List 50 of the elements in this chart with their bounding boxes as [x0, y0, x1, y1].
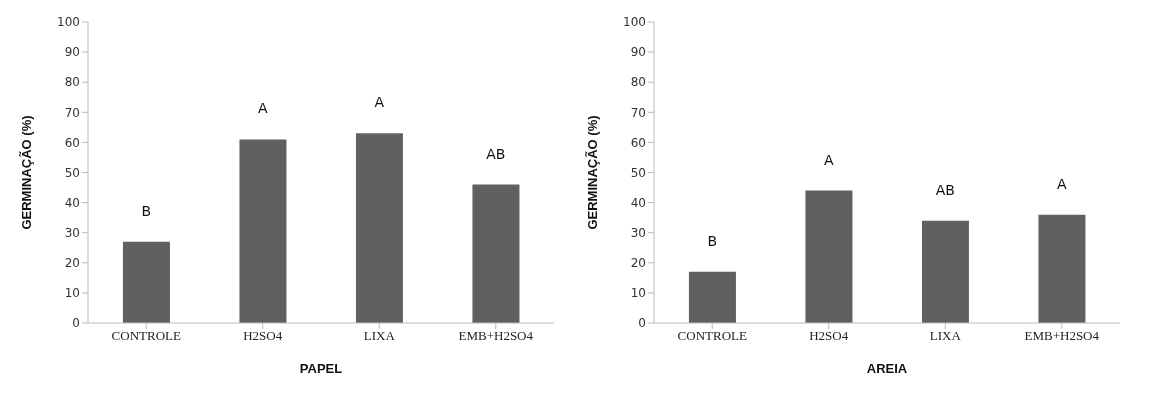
y-tick-label: 20 [64, 256, 80, 271]
y-tick-label: 90 [630, 45, 646, 60]
y-tick-label: 60 [64, 135, 80, 150]
x-tick-label: EMB+H2SO4 [458, 328, 534, 344]
x-tick-label: H2SO4 [243, 328, 283, 344]
bar [805, 190, 853, 323]
y-axis-title: GERMINAÇÃO (%) [18, 115, 34, 230]
y-tick-label: 50 [630, 165, 646, 180]
annotation: A [823, 151, 834, 168]
y-tick-label: 80 [64, 75, 80, 90]
annotation: AB [935, 181, 955, 198]
bar [239, 139, 287, 323]
y-tick-label: 40 [630, 195, 646, 210]
x-tick-label: H2SO4 [809, 328, 849, 344]
y-tick-label: 10 [64, 286, 80, 301]
y-tick-label: 40 [64, 195, 80, 210]
annotation: B [141, 202, 152, 219]
y-tick-label: 100 [623, 15, 646, 30]
annotation: A [1056, 175, 1067, 192]
y-tick-label: 10 [630, 286, 646, 301]
y-tick-label: 80 [630, 75, 646, 90]
y-tick-label: 30 [630, 225, 646, 240]
bar [472, 184, 520, 323]
y-tick-label: 70 [64, 105, 80, 120]
bar [355, 133, 403, 323]
y-tick-label: 20 [630, 256, 646, 271]
y-tick-label: 0 [72, 316, 80, 331]
bar [921, 220, 969, 323]
y-axis-title: GERMINAÇÃO (%) [584, 115, 600, 230]
y-tick-label: 50 [64, 165, 80, 180]
annotation: AB [486, 145, 506, 162]
annotation: A [257, 100, 268, 117]
bar [688, 271, 736, 323]
annotation: A [374, 94, 385, 111]
annotation: B [707, 232, 718, 249]
x-tick-label: CONTROLE [111, 328, 181, 344]
y-tick-label: 30 [64, 225, 80, 240]
y-tick-label: 100 [57, 15, 80, 30]
bar [122, 241, 170, 323]
bar [1038, 214, 1086, 323]
x-tick-label: LIXA [929, 328, 962, 344]
x-axis-title: PAPEL [299, 361, 343, 376]
x-tick-label: EMB+H2SO4 [1024, 328, 1100, 344]
x-axis-title: AREIA [866, 361, 908, 376]
y-tick-label: 90 [64, 45, 80, 60]
y-tick-label: 60 [630, 135, 646, 150]
x-tick-label: LIXA [363, 328, 396, 344]
y-tick-label: 0 [638, 316, 646, 331]
y-tick-label: 70 [630, 105, 646, 120]
x-tick-label: CONTROLE [677, 328, 747, 344]
